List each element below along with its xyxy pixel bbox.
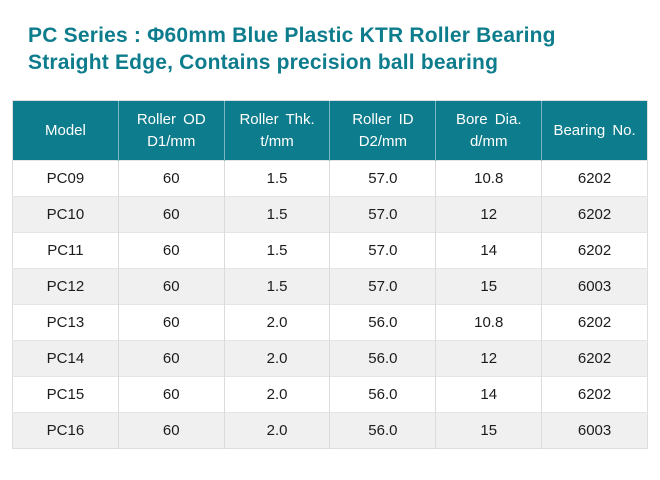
column-header-line1: Bearing No. [553,121,636,139]
table-cell: 14 [435,232,542,269]
column-header-line2: D1/mm [147,132,196,150]
table-cell: 10.8 [435,160,542,197]
table-cell: 6202 [541,196,648,233]
table-row: PC14 60 2.0 56.0 12 6202 [12,340,648,377]
table-cell: 12 [435,340,542,377]
page-title-line1: PC Series : Φ60mm Blue Plastic KTR Rolle… [28,24,556,47]
table-row: PC13 60 2.0 56.0 10.8 6202 [12,304,648,341]
column-header: Roller ID D2/mm [329,100,436,161]
table-cell: 6202 [541,340,648,377]
table-cell: PC16 [12,412,119,449]
table-cell: 6202 [541,376,648,413]
table-cell: 6003 [541,268,648,305]
table-cell: 6202 [541,232,648,269]
header-row: Model Roller OD D1/mm Roller Thk. t/mm Roller… [12,100,648,161]
table-cell: 12 [435,196,542,233]
table-cell: 57.0 [329,160,436,197]
table-cell: 2.0 [223,412,330,449]
table-cell: PC13 [12,304,119,341]
table-row: PC16 60 2.0 56.0 15 6003 [12,412,648,449]
table-cell: 1.5 [223,232,330,269]
table-cell: 15 [435,412,542,449]
table-cell: 60 [117,232,225,269]
column-header: Model [12,100,119,161]
table-cell: 2.0 [223,376,330,413]
column-header-line2: t/mm [260,132,294,150]
table-cell: 1.5 [223,268,330,305]
table-cell: 60 [117,304,225,341]
column-header: Bore Dia. d/mm [435,100,542,161]
table-cell: 2.0 [223,304,330,341]
column-header-line1: Model [44,121,86,139]
table-cell: 60 [117,160,225,197]
spec-table-body: PC09 60 1.5 57.0 10.8 6202 PC10 60 1.5 57.0 12 6202… [12,160,648,449]
table-cell: PC11 [12,232,119,269]
spec-table-head: Model Roller OD D1/mm Roller Thk. t/mm Roller… [12,100,648,161]
column-header-line1: Bore Dia. [455,110,522,128]
table-cell: 6202 [541,304,648,341]
table-cell: PC10 [12,196,119,233]
table-cell: 56.0 [329,376,436,413]
page-title-line2: Straight Edge, Contains precision ball b… [28,51,499,74]
spec-table-container: Model Roller OD D1/mm Roller Thk. t/mm Roller… [12,100,648,449]
column-header-line2: D2/mm [358,132,408,150]
table-cell: 60 [117,340,225,377]
column-header: Bearing No. [541,100,648,161]
table-cell: PC14 [12,340,119,377]
table-cell: 57.0 [329,196,436,233]
table-row: PC12 60 1.5 57.0 15 6003 [12,268,648,305]
table-cell: PC15 [12,376,119,413]
table-cell: 1.5 [223,160,330,197]
table-cell: 60 [117,196,225,233]
table-cell: 2.0 [223,340,330,377]
table-row: PC15 60 2.0 56.0 14 6202 [12,376,648,413]
column-header-line2: d/mm [469,132,508,150]
table-cell: 56.0 [329,412,436,449]
table-cell: 14 [435,376,542,413]
column-header: Roller OD D1/mm [117,100,225,161]
table-cell: PC09 [12,160,119,197]
table-row: PC11 60 1.5 57.0 14 6202 [12,232,648,269]
table-cell: 6003 [541,412,648,449]
table-row: PC10 60 1.5 57.0 12 6202 [12,196,648,233]
table-cell: 15 [435,268,542,305]
table-cell: 56.0 [329,304,436,341]
table-cell: 6202 [541,160,648,197]
column-header: Roller Thk. t/mm [223,100,330,161]
table-cell: 60 [117,412,225,449]
table-cell: 1.5 [223,196,330,233]
column-header-line1: Roller ID [352,110,414,128]
table-row: PC09 60 1.5 57.0 10.8 6202 [12,160,648,197]
spec-table: Model Roller OD D1/mm Roller Thk. t/mm Roller… [12,100,648,449]
table-cell: 56.0 [329,340,436,377]
column-header-line1: Roller OD [136,110,206,128]
table-cell: 60 [117,268,225,305]
table-cell: 60 [117,376,225,413]
table-cell: 10.8 [435,304,542,341]
table-cell: PC12 [12,268,119,305]
table-cell: 57.0 [329,268,436,305]
table-cell: 57.0 [329,232,436,269]
page-title: PC Series : Φ60mm Blue Plastic KTR Rolle… [28,22,648,76]
column-header-line1: Roller Thk. [239,110,315,128]
